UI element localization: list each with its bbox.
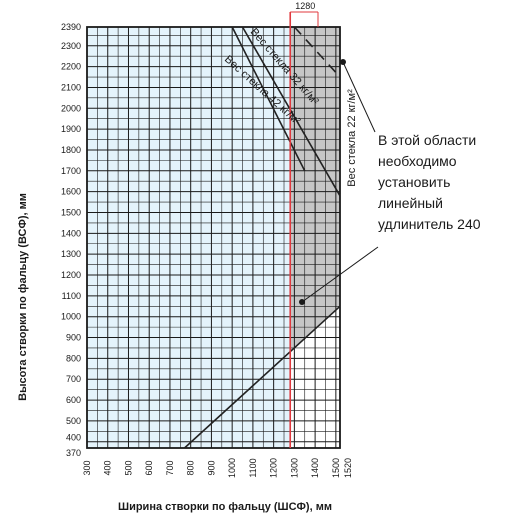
y-tick-label: 2000 (61, 103, 81, 113)
y-tick-label: 700 (66, 374, 81, 384)
y-tick-label: 1000 (61, 312, 81, 322)
x-tick-label: 1520 (343, 458, 353, 478)
y-axis-title: Высота створки по фальцу (ВСФ), мм (17, 193, 29, 401)
light-region (87, 27, 291, 448)
x-tick-label: 700 (165, 460, 175, 475)
annotation-line: линейный (378, 195, 443, 211)
y-tick-label: 2100 (61, 82, 81, 92)
curve-label-0: Вес стекла 22 кг/м² (346, 89, 358, 187)
annotation-line: В этой области (378, 132, 476, 148)
annotation-line: необходимо (378, 153, 457, 169)
y-tick-label: 1400 (61, 228, 81, 238)
leader-line-2 (301, 246, 379, 303)
y-tick-label: 1900 (61, 124, 81, 134)
y-tick-label: 1700 (61, 166, 81, 176)
y-tick-label: 1600 (61, 187, 81, 197)
y-tick-label: 1200 (61, 270, 81, 280)
y-tick-label: 500 (66, 416, 81, 426)
x-tick-label: 1200 (269, 458, 279, 478)
x-tick-label: 1000 (227, 458, 237, 478)
annotation-line: установить (378, 174, 450, 190)
x-tick-label: 1100 (248, 458, 258, 477)
y-tick-label: 1300 (61, 249, 81, 259)
x-tick-label: 1300 (289, 458, 299, 478)
y-tick-label: 1500 (61, 207, 81, 217)
y-tick-label: 400 (66, 433, 81, 443)
y-tick-label: 2300 (61, 41, 81, 51)
y-tick-label: 800 (66, 353, 81, 363)
y-tick-label: 370 (66, 448, 81, 458)
series-line-3 (183, 305, 341, 449)
y-tick-label: 1100 (62, 291, 81, 301)
series-line-1 (241, 26, 341, 197)
leader-dot-2 (299, 299, 305, 305)
x-tick-label: 1400 (310, 458, 320, 478)
y-tick-label: 1800 (61, 145, 81, 155)
x-tick-label: 500 (124, 460, 134, 475)
x-tick-label: 900 (206, 460, 216, 475)
x-tick-label: 600 (144, 460, 154, 475)
x-tick-label: 300 (82, 460, 92, 475)
series-line-0 (293, 26, 341, 78)
y-tick-label: 900 (66, 333, 81, 343)
y-tick-label: 2200 (61, 62, 81, 72)
leader-line-1 (342, 61, 376, 133)
x-tick-label: 1500 (331, 458, 341, 478)
series-line-2 (231, 26, 306, 172)
x-axis-title: Ширина створки по фальцу (ШСФ), мм (118, 501, 332, 513)
x-tick-label: 400 (103, 460, 113, 475)
plot-frame (86, 26, 341, 449)
leader-dot-1 (340, 59, 346, 65)
marker-label: 1280 (295, 1, 315, 11)
annotation-line: удлинитель 240 (378, 216, 481, 232)
x-tick-label: 800 (186, 460, 196, 475)
y-tick-label: 600 (66, 395, 81, 405)
y-tick-label: 2390 (61, 22, 81, 32)
